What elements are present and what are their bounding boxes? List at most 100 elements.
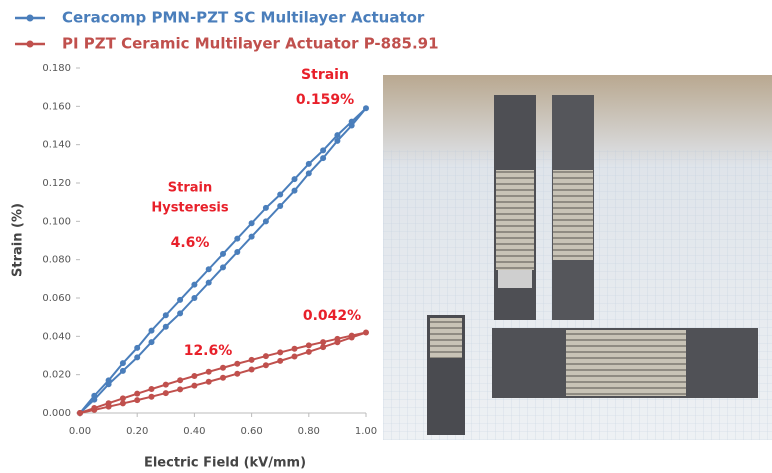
point xyxy=(334,138,340,144)
point xyxy=(263,205,269,211)
point xyxy=(134,345,140,351)
annotation: Strain xyxy=(301,67,349,83)
point xyxy=(191,373,197,379)
point xyxy=(163,382,169,388)
x-axis-label: Electric Field (kV/mm) xyxy=(144,456,306,471)
point xyxy=(206,379,212,385)
legend-marker xyxy=(27,41,34,48)
annotation: 0.159% xyxy=(296,92,354,108)
point xyxy=(292,346,298,352)
point xyxy=(191,383,197,389)
point xyxy=(234,371,240,377)
point xyxy=(177,386,183,392)
photo xyxy=(383,75,772,440)
x-tick-label: 0.60 xyxy=(240,426,262,437)
y-tick-label: 0.180 xyxy=(42,63,71,74)
point xyxy=(206,280,212,286)
annotation: Strain xyxy=(168,181,212,196)
point xyxy=(234,361,240,367)
point xyxy=(163,390,169,396)
point xyxy=(220,365,226,371)
point xyxy=(263,362,269,368)
annotation: Hysteresis xyxy=(151,201,229,216)
y-tick-label: 0.060 xyxy=(42,293,71,304)
point xyxy=(306,349,312,355)
y-tick-label: 0.040 xyxy=(42,331,71,342)
point xyxy=(349,119,355,125)
point xyxy=(149,394,155,400)
point xyxy=(77,410,83,416)
x-tick-label: 1.00 xyxy=(355,426,377,437)
annotation: 0.042% xyxy=(303,308,361,324)
y-tick-label: 0.140 xyxy=(42,140,71,151)
point xyxy=(206,369,212,375)
point xyxy=(306,170,312,176)
point xyxy=(349,333,355,339)
point xyxy=(306,342,312,348)
point xyxy=(277,349,283,355)
point xyxy=(163,312,169,318)
point xyxy=(120,368,126,374)
point xyxy=(134,397,140,403)
point xyxy=(163,324,169,330)
y-tick-label: 0.100 xyxy=(42,216,71,227)
point xyxy=(149,386,155,392)
point xyxy=(277,192,283,198)
legend-marker xyxy=(27,15,34,22)
point xyxy=(277,358,283,364)
point xyxy=(292,188,298,194)
point xyxy=(363,105,369,111)
point xyxy=(220,264,226,270)
x-tick-label: 0.40 xyxy=(183,426,205,437)
point xyxy=(91,393,97,399)
point xyxy=(220,251,226,257)
point xyxy=(277,203,283,209)
point xyxy=(334,336,340,342)
point xyxy=(249,220,255,226)
point xyxy=(249,234,255,240)
point xyxy=(149,339,155,345)
x-tick-label: 0.20 xyxy=(126,426,148,437)
y-tick-label: 0.080 xyxy=(42,255,71,266)
point xyxy=(134,354,140,360)
y-axis-label: Strain (%) xyxy=(11,203,26,277)
point xyxy=(334,132,340,138)
point xyxy=(106,400,112,406)
point xyxy=(149,328,155,334)
page: Electric Field (kV/mm) Strain (%) 0.000 0… xyxy=(0,0,772,473)
point xyxy=(177,297,183,303)
point xyxy=(363,330,369,336)
point xyxy=(120,395,126,401)
y-tick-label: 0.020 xyxy=(42,370,71,381)
annotation: 12.6% xyxy=(184,343,233,359)
legend-label: Ceracomp PMN-PZT SC Multilayer Actuator xyxy=(62,9,425,27)
point xyxy=(306,161,312,167)
point xyxy=(320,155,326,161)
point xyxy=(120,360,126,366)
x-tick-label: 0.00 xyxy=(69,426,91,437)
point xyxy=(220,375,226,381)
point xyxy=(263,218,269,224)
annotation: 4.6% xyxy=(171,235,210,251)
point xyxy=(177,377,183,383)
y-tick-label: 0.160 xyxy=(42,101,71,112)
point xyxy=(292,176,298,182)
point xyxy=(134,391,140,397)
point xyxy=(249,357,255,363)
point xyxy=(263,353,269,359)
point xyxy=(206,266,212,272)
point xyxy=(234,249,240,255)
point xyxy=(106,377,112,383)
point xyxy=(292,353,298,359)
point xyxy=(320,339,326,345)
point xyxy=(191,282,197,288)
point xyxy=(234,236,240,242)
point xyxy=(177,310,183,316)
point xyxy=(249,366,255,372)
legend-label: PI PZT Ceramic Multilayer Actuator P-885… xyxy=(62,35,439,53)
x-tick-label: 0.80 xyxy=(298,426,320,437)
point xyxy=(91,405,97,411)
point xyxy=(191,295,197,301)
y-tick-label: 0.000 xyxy=(42,408,71,419)
y-tick-label: 0.120 xyxy=(42,178,71,189)
